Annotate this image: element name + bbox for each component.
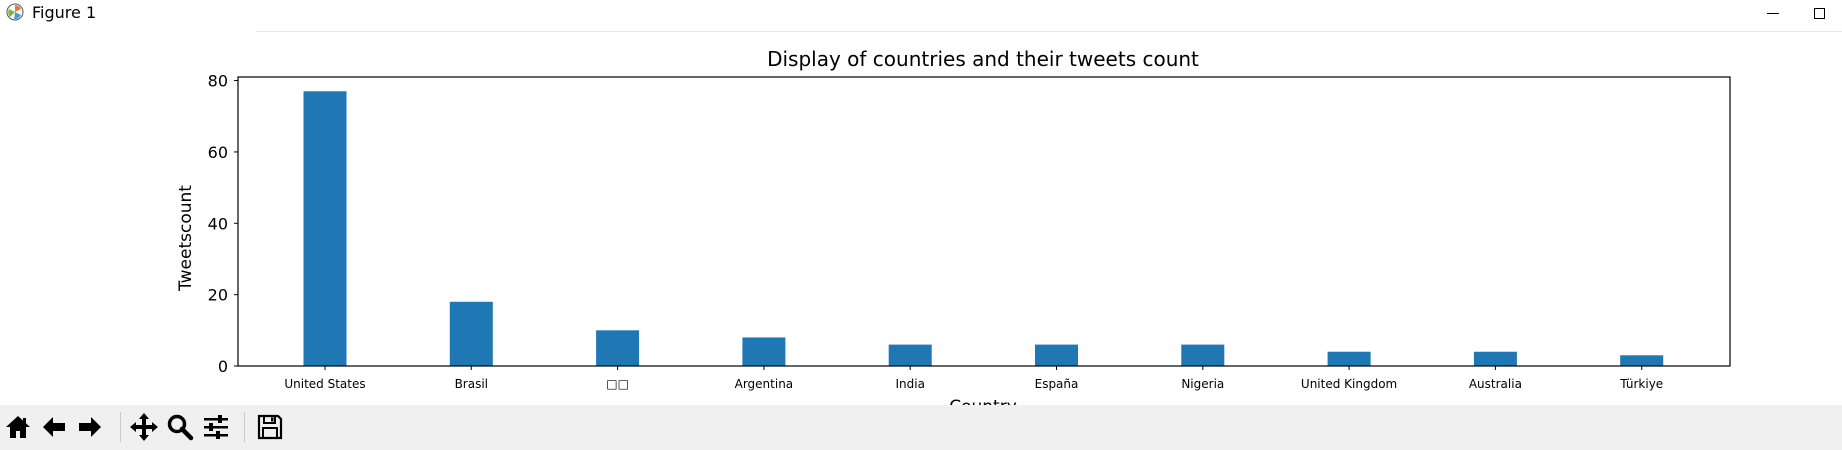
bar-9 bbox=[1620, 355, 1664, 366]
toolbar-separator bbox=[120, 412, 121, 442]
x-axis-label: Country bbox=[949, 397, 1017, 405]
configure-subplots-button[interactable] bbox=[200, 411, 232, 443]
move-icon bbox=[130, 413, 158, 441]
plot-area-frame bbox=[237, 76, 1731, 367]
bar-4 bbox=[888, 344, 932, 366]
x-tick-label: □□ bbox=[606, 377, 629, 391]
home-icon bbox=[6, 416, 30, 438]
back-button[interactable] bbox=[38, 411, 70, 443]
bar-8 bbox=[1473, 351, 1517, 366]
y-tick-label: 60 bbox=[208, 143, 228, 162]
matplotlib-logo-icon bbox=[6, 3, 24, 21]
save-button[interactable] bbox=[254, 411, 286, 443]
window-titlebar: Figure 1 bbox=[0, 0, 1842, 26]
x-tick-label: United States bbox=[284, 377, 365, 391]
x-tick-label: Argentina bbox=[735, 377, 794, 391]
toolbar-separator bbox=[244, 412, 245, 442]
floppy-disk-icon bbox=[257, 414, 283, 440]
x-tick-label: Nigeria bbox=[1181, 377, 1224, 391]
bar-0 bbox=[303, 91, 347, 366]
bar-6 bbox=[1181, 344, 1225, 366]
bar-3 bbox=[742, 337, 786, 366]
arrow-left-icon bbox=[43, 417, 65, 437]
y-axis-label: Tweetscount bbox=[176, 185, 196, 292]
x-tick-label: United Kingdom bbox=[1301, 377, 1397, 391]
y-tick-label: 40 bbox=[208, 214, 228, 233]
maximize-icon bbox=[1813, 7, 1825, 19]
y-tick-label: 20 bbox=[208, 286, 228, 305]
x-tick-label: Australia bbox=[1469, 377, 1522, 391]
minimize-icon bbox=[1767, 12, 1779, 14]
pan-button[interactable] bbox=[128, 411, 160, 443]
chart-title: Display of countries and their tweets co… bbox=[767, 47, 1199, 71]
x-tick-label: España bbox=[1035, 377, 1079, 391]
minimize-button[interactable] bbox=[1750, 0, 1796, 26]
zoom-button[interactable] bbox=[164, 411, 196, 443]
window-title: Figure 1 bbox=[32, 3, 97, 22]
y-tick-label: 80 bbox=[208, 72, 228, 91]
home-button[interactable] bbox=[2, 411, 34, 443]
magnifier-icon bbox=[167, 414, 194, 441]
maximize-button[interactable] bbox=[1796, 0, 1842, 26]
bar-7 bbox=[1327, 351, 1371, 366]
navigation-toolbar bbox=[0, 405, 1842, 450]
x-tick-label: India bbox=[895, 377, 924, 391]
bar-5 bbox=[1035, 344, 1078, 366]
x-tick-label: Türkiye bbox=[1619, 377, 1663, 391]
chart-figure: Display of countries and their tweets co… bbox=[176, 47, 1731, 405]
arrow-right-icon bbox=[79, 417, 101, 437]
y-tick-label: 0 bbox=[218, 357, 228, 376]
x-tick-label: Brasil bbox=[455, 377, 488, 391]
bar-1 bbox=[449, 301, 493, 366]
forward-button[interactable] bbox=[74, 411, 106, 443]
sliders-icon bbox=[204, 415, 228, 439]
bar-2 bbox=[596, 330, 640, 366]
canvas-top-border bbox=[256, 31, 1842, 32]
